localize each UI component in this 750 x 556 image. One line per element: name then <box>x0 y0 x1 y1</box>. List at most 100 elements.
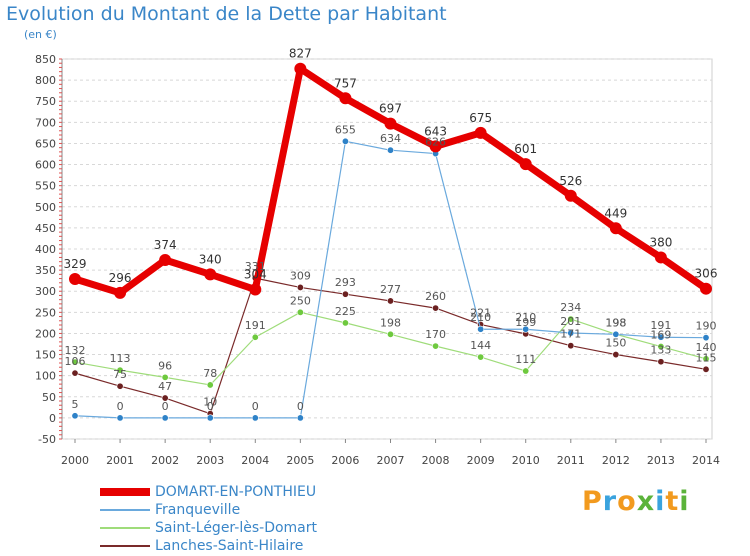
data-point <box>69 272 81 285</box>
data-label: 697 <box>379 102 402 116</box>
legend-item-lanches: Lanches-Saint-Hilaire <box>100 538 460 556</box>
data-label: 169 <box>650 329 671 342</box>
data-point <box>206 381 214 389</box>
data-point <box>161 414 169 422</box>
y-tick-label: 850 <box>35 53 56 66</box>
data-label: 293 <box>335 276 356 289</box>
x-tick-label: 2010 <box>512 454 540 467</box>
data-point <box>429 140 442 153</box>
logo-letter: t <box>665 486 680 517</box>
data-label: 277 <box>380 283 401 296</box>
data-point <box>432 304 440 312</box>
data-point <box>251 333 259 341</box>
data-point <box>702 355 710 363</box>
data-label: 115 <box>696 351 717 364</box>
y-tick-label: 100 <box>35 370 56 383</box>
data-label: 329 <box>64 257 87 271</box>
data-label: 75 <box>113 368 127 381</box>
data-label: 47 <box>158 380 172 393</box>
proxiti-logo: Proxiti <box>582 486 690 517</box>
x-tick-label: 2002 <box>151 454 179 467</box>
legend-label-franqueville: Franqueville <box>155 502 241 518</box>
data-label: 198 <box>605 316 626 329</box>
x-tick-label: 2004 <box>241 454 269 467</box>
data-point <box>114 286 127 299</box>
data-point <box>251 414 259 422</box>
y-tick-label: 0 <box>49 412 56 425</box>
data-point <box>71 358 79 366</box>
data-label: 171 <box>560 328 581 341</box>
y-tick-label: 700 <box>35 116 56 129</box>
x-tick-label: 2014 <box>692 454 720 467</box>
legend-swatch-domart <box>100 488 150 496</box>
y-tick-label: -50 <box>38 433 56 446</box>
x-tick-label: 2006 <box>331 454 359 467</box>
data-point <box>341 290 349 298</box>
y-tick-label: 800 <box>35 74 56 87</box>
x-tick-label: 2000 <box>61 454 89 467</box>
data-point <box>700 282 712 295</box>
legend-label-saint-leger: Saint-Léger-lès-Domart <box>155 520 318 536</box>
y-tick-label: 550 <box>35 180 56 193</box>
data-label: 78 <box>203 367 217 380</box>
data-label: 10 <box>203 396 217 409</box>
data-point <box>477 353 485 361</box>
data-point <box>294 62 307 75</box>
data-label: 198 <box>380 316 401 329</box>
data-point <box>204 268 217 281</box>
y-tick-label: 400 <box>35 243 56 256</box>
y-tick-label: 750 <box>35 95 56 108</box>
data-label: 655 <box>335 123 356 136</box>
data-point <box>296 283 304 291</box>
data-label: 140 <box>696 341 717 354</box>
data-point <box>567 329 575 337</box>
legend-label-domart: DOMART-EN-PONTHIEU <box>155 484 317 500</box>
data-point <box>702 334 710 342</box>
data-label: 380 <box>649 235 672 249</box>
data-label: 221 <box>470 307 491 320</box>
data-label: 260 <box>425 290 446 303</box>
data-label: 198 <box>605 316 626 329</box>
data-point <box>564 189 577 202</box>
data-label: 201 <box>560 315 581 328</box>
data-label: 0 <box>207 400 214 413</box>
y-tick-label: 350 <box>35 264 56 277</box>
data-point <box>159 253 172 266</box>
data-label: 111 <box>515 353 536 366</box>
legend-swatch-saint-leger <box>100 527 150 529</box>
data-point <box>161 373 169 381</box>
data-point <box>296 308 304 316</box>
data-label: 634 <box>380 132 401 145</box>
x-tick-label: 2012 <box>602 454 630 467</box>
x-tick-label: 2005 <box>286 454 314 467</box>
data-label: 601 <box>514 142 537 156</box>
data-label: 144 <box>470 339 491 352</box>
data-point <box>161 394 169 402</box>
data-label: 132 <box>65 344 86 357</box>
unit-label: (en €) <box>24 28 57 41</box>
legend-swatch-lanches <box>100 545 150 547</box>
data-point <box>116 382 124 390</box>
data-label: 191 <box>245 319 266 332</box>
data-label: 225 <box>335 305 356 318</box>
logo-letter: r <box>602 486 618 517</box>
legend-label-lanches: Lanches-Saint-Hilaire <box>155 538 304 554</box>
data-label: 0 <box>117 400 124 413</box>
data-point <box>249 283 262 296</box>
data-label: 191 <box>650 319 671 332</box>
data-label: 199 <box>515 316 536 329</box>
data-point <box>206 414 214 422</box>
logo-letter: x <box>636 486 656 517</box>
y-tick-label: 600 <box>35 159 56 172</box>
data-point <box>116 414 124 422</box>
data-point <box>609 222 622 235</box>
data-point <box>116 366 124 374</box>
data-label: 449 <box>604 206 627 220</box>
data-label: 340 <box>199 252 222 266</box>
data-point <box>71 412 79 420</box>
y-tick-label: 200 <box>35 327 56 340</box>
y-tick-label: 50 <box>42 391 56 404</box>
data-label: 0 <box>162 400 169 413</box>
